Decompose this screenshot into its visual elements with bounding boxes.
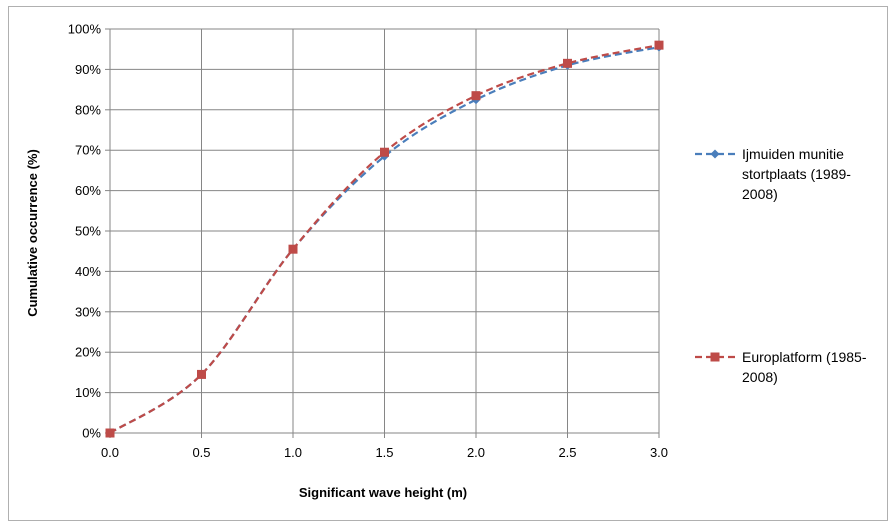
x-tick-label: 1.5 [375,445,393,460]
y-tick-label: 100% [68,22,102,37]
data-point-series-2 [105,428,115,438]
x-tick-label: 3.0 [650,445,668,460]
data-point-series-2 [197,369,206,379]
legend-marker-2 [710,352,720,362]
y-tick-label: 90% [75,62,101,77]
data-point-series-2 [654,40,664,50]
x-tick-label: 1.0 [284,445,302,460]
y-tick-label: 60% [75,183,101,198]
data-point-series-2 [380,147,389,157]
y-tick-label: 40% [75,264,101,279]
y-axis-title: Cumulative occurrence (%) [25,149,40,317]
gridlines [110,28,660,433]
y-tick-label: 20% [75,345,101,360]
chart-frame [8,6,888,521]
legend-marker-1 [710,149,720,159]
y-tick-label: 30% [75,304,101,319]
series-group [105,40,664,438]
legend-label-2: Europlatform (1985-2008) [742,349,867,385]
y-tick-label: 0% [82,426,101,441]
y-tick-label: 80% [75,102,101,117]
legend: Ijmuiden munitie stortplaats (1989-2008) E… [695,146,867,385]
x-tick-label: 2.5 [558,445,576,460]
data-point-series-2 [563,58,572,68]
y-tick-label: 10% [75,385,101,400]
data-point-series-2 [288,244,298,254]
y-tick-label: 70% [75,143,101,158]
data-point-series-2 [471,91,481,101]
legend-label-1: Ijmuiden munitie stortplaats (1989-2008) [742,146,851,202]
x-axis-title: Significant wave height (m) [299,485,467,500]
x-tick-label: 2.0 [467,445,485,460]
x-tick-label: 0.0 [101,445,119,460]
axes: 0% 10% 20% 30% 40% 50% 60% 70% 80% 90% 100% 0.0 0.5 1… [68,22,668,461]
y-tick-label: 50% [75,224,101,239]
x-tick-label: 0.5 [192,445,210,460]
